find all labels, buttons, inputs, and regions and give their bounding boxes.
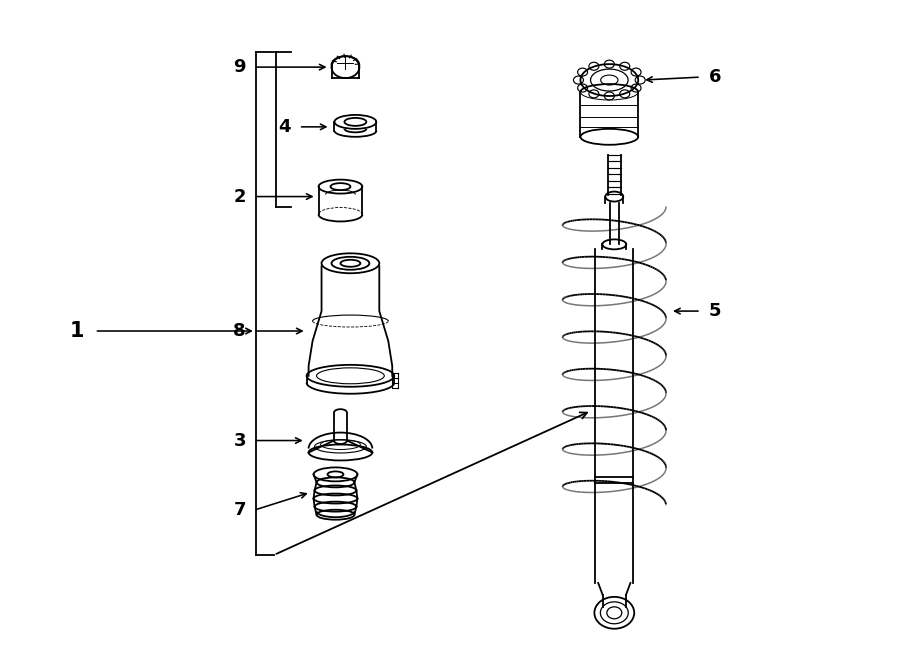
Text: 2: 2 — [233, 188, 246, 206]
Text: 6: 6 — [709, 68, 722, 86]
Text: 1: 1 — [69, 321, 84, 341]
Text: 8: 8 — [233, 322, 246, 340]
Text: 4: 4 — [278, 118, 291, 136]
Text: 5: 5 — [709, 302, 722, 320]
Text: 7: 7 — [233, 501, 246, 520]
Text: 9: 9 — [233, 58, 246, 76]
Text: 3: 3 — [233, 432, 246, 449]
